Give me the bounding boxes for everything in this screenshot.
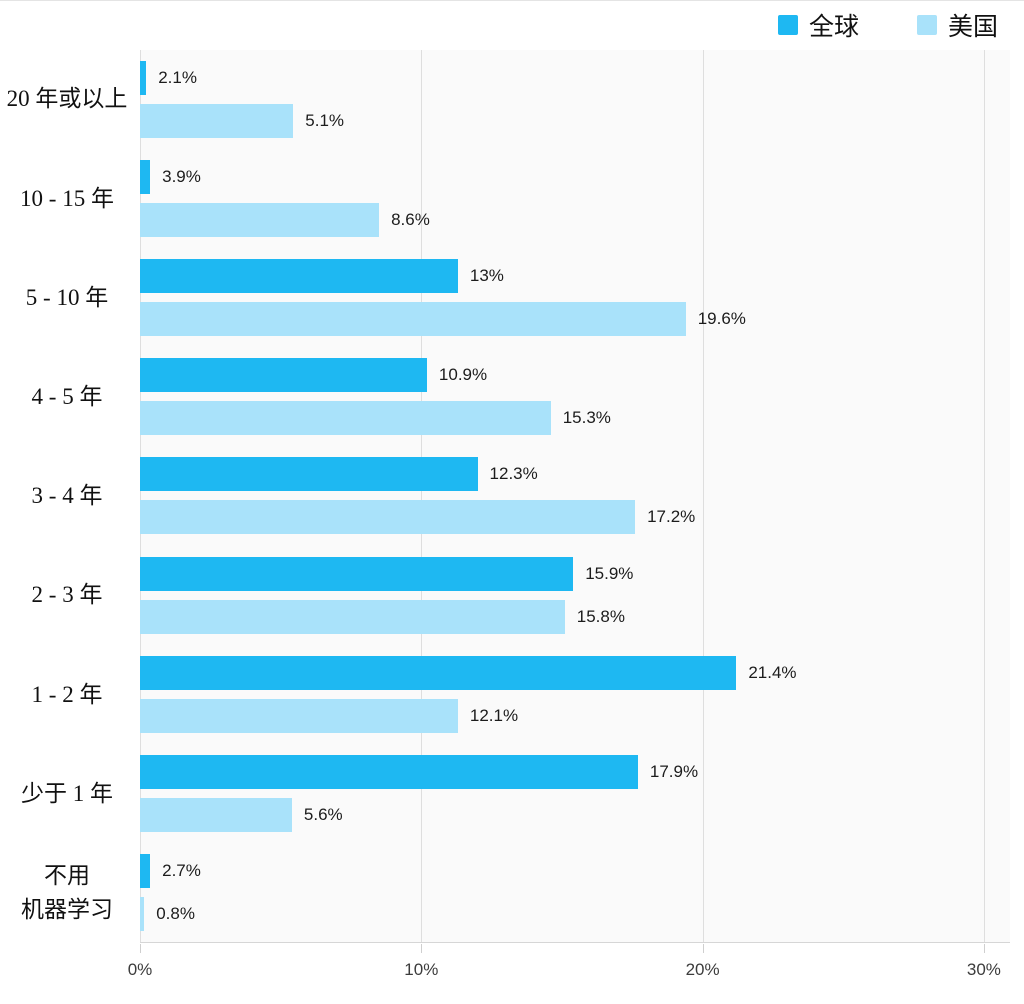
bar-groups: 2.1% 5.1% 3.9% 8.6% 13% 19.6% 10.9% 15.3% 12.3% 1… bbox=[140, 50, 1010, 942]
bar-group: 17.9% 5.6% bbox=[140, 744, 1010, 843]
category-axis: 20 年或以上 10 - 15 年 5 - 10 年 4 - 5 年 3 - 4 年 2 … bbox=[0, 50, 134, 943]
bar-row-美国: 19.6% bbox=[140, 302, 1010, 337]
gridline bbox=[702, 50, 704, 942]
value-label: 15.3% bbox=[562, 408, 611, 428]
top-divider bbox=[0, 0, 1024, 1]
value-label: 2.1% bbox=[158, 68, 197, 88]
axis-tick bbox=[140, 944, 141, 953]
legend-swatch-icon bbox=[777, 15, 798, 35]
value-label: 17.2% bbox=[647, 507, 696, 527]
bar-row-美国: 15.8% bbox=[140, 599, 1010, 634]
gridline bbox=[421, 50, 423, 942]
bar-row-全球: 15.9% bbox=[140, 556, 1010, 591]
legend-item-全球[interactable]: 全球 bbox=[777, 7, 859, 43]
value-label: 15.8% bbox=[576, 606, 625, 626]
category-label: 2 - 3 年 bbox=[31, 582, 103, 608]
value-label: 12.3% bbox=[489, 464, 538, 484]
legend-label: 全球 bbox=[808, 14, 859, 41]
axis-tick-label: 20% bbox=[685, 960, 720, 979]
bar-row-全球: 2.1% bbox=[140, 61, 1010, 96]
category-label: 4 - 5 年 bbox=[31, 384, 103, 410]
bar-group: 2.7% 0.8% bbox=[140, 843, 1010, 942]
value-label: 5.1% bbox=[305, 111, 345, 131]
gridline bbox=[983, 50, 985, 942]
axis-tick-label: 0% bbox=[127, 960, 153, 979]
bar-group: 15.9% 15.8% bbox=[140, 546, 1010, 645]
axis-tick bbox=[983, 944, 985, 953]
value-label: 0.8% bbox=[156, 903, 195, 923]
value-label: 10.9% bbox=[438, 365, 488, 385]
bar-row-全球: 3.9% bbox=[140, 160, 1010, 195]
bar-全球 bbox=[140, 259, 458, 294]
bar-row-全球: 12.3% bbox=[140, 457, 1010, 492]
axis-tick bbox=[421, 944, 423, 953]
legend-swatch-icon bbox=[916, 15, 937, 35]
category-label: 10 - 15 年 bbox=[20, 185, 114, 211]
axis-tick-label: 10% bbox=[404, 960, 439, 979]
value-label: 13% bbox=[469, 266, 504, 286]
bar-group: 12.3% 17.2% bbox=[140, 446, 1010, 545]
bar-group: 3.9% 8.6% bbox=[140, 149, 1010, 248]
bar-美国 bbox=[140, 401, 551, 436]
bar-row-美国: 5.1% bbox=[140, 104, 1010, 139]
value-label: 19.6% bbox=[697, 309, 746, 329]
bar-group: 21.4% 12.1% bbox=[140, 645, 1010, 744]
bar-全球 bbox=[140, 61, 147, 96]
bar-美国 bbox=[140, 500, 636, 535]
bar-全球 bbox=[140, 457, 478, 492]
category-label: 20 年或以上 bbox=[6, 86, 128, 112]
bar-row-全球: 10.9% bbox=[140, 358, 1010, 393]
bar-全球 bbox=[140, 358, 427, 393]
bar-row-全球: 17.9% bbox=[140, 754, 1010, 789]
value-label: 12.1% bbox=[469, 705, 519, 725]
bar-row-美国: 0.8% bbox=[140, 896, 1010, 931]
axis-tick bbox=[702, 944, 704, 953]
value-label: 21.4% bbox=[748, 662, 797, 682]
bar-row-美国: 15.3% bbox=[140, 401, 1010, 436]
bar-row-美国: 17.2% bbox=[140, 500, 1010, 535]
bar-全球 bbox=[140, 556, 574, 591]
bar-全球 bbox=[140, 853, 151, 888]
value-label: 8.6% bbox=[391, 210, 430, 230]
bar-全球 bbox=[140, 754, 638, 789]
category-label: 1 - 2 年 bbox=[31, 681, 103, 707]
bar-美国 bbox=[140, 203, 380, 238]
category-label: 3 - 4 年 bbox=[31, 483, 103, 509]
legend-label: 美国 bbox=[947, 14, 998, 41]
bar-美国 bbox=[140, 599, 565, 634]
bar-group: 13% 19.6% bbox=[140, 248, 1010, 347]
category-label: 少于 1 年 bbox=[21, 780, 113, 806]
value-label: 15.9% bbox=[585, 563, 634, 583]
bar-row-全球: 13% bbox=[140, 259, 1010, 294]
bar-row-美国: 12.1% bbox=[140, 698, 1010, 733]
value-label: 2.7% bbox=[162, 860, 201, 880]
bar-group: 2.1% 5.1% bbox=[140, 50, 1010, 149]
value-label: 5.6% bbox=[303, 804, 343, 824]
x-axis: 0% 10% 20% 30% bbox=[128, 944, 1010, 994]
bar-row-美国: 8.6% bbox=[140, 203, 1010, 238]
bar-group: 10.9% 15.3% bbox=[140, 347, 1010, 446]
bar-row-全球: 2.7% bbox=[140, 853, 1010, 888]
bar-row-美国: 5.6% bbox=[140, 797, 1010, 832]
bar-美国 bbox=[140, 896, 145, 931]
bar-row-全球: 21.4% bbox=[140, 655, 1010, 690]
chart-legend: 全球 美国 bbox=[777, 7, 998, 43]
bar-全球 bbox=[140, 160, 151, 195]
category-label: 5 - 10 年 bbox=[25, 284, 109, 310]
legend-item-美国[interactable]: 美国 bbox=[916, 7, 998, 43]
value-label: 3.9% bbox=[162, 167, 201, 187]
bar-美国 bbox=[140, 104, 294, 139]
axis-tick-label: 30% bbox=[966, 960, 1001, 979]
category-label: 不用 机器学习 bbox=[21, 862, 113, 923]
value-label: 17.9% bbox=[649, 761, 699, 781]
bar-美国 bbox=[140, 302, 686, 337]
plot-area: 2.1% 5.1% 3.9% 8.6% 13% 19.6% 10.9% 15.3% 12.3% 1… bbox=[140, 50, 1010, 943]
bar-全球 bbox=[140, 655, 737, 690]
gridline bbox=[140, 50, 141, 942]
bar-美国 bbox=[140, 797, 292, 832]
bar-美国 bbox=[140, 698, 458, 733]
